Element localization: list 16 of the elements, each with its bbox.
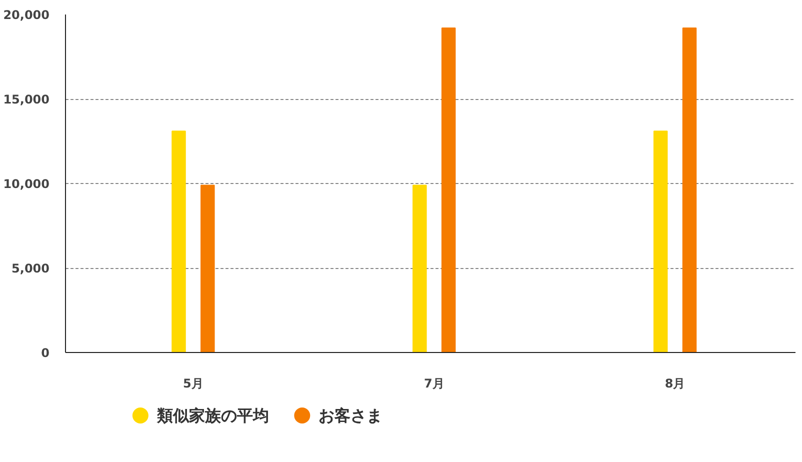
bar bbox=[682, 28, 697, 352]
y-tick-label: 0 bbox=[41, 346, 50, 360]
legend-label: お客さま bbox=[318, 406, 383, 425]
bar bbox=[200, 184, 215, 352]
y-tick-label: 15,000 bbox=[3, 92, 50, 106]
y-tick-label: 10,000 bbox=[3, 177, 50, 191]
bar bbox=[441, 28, 456, 352]
bar bbox=[172, 130, 186, 352]
x-tick-label: 7月 bbox=[424, 376, 444, 390]
legend-label: 類似家族の平均 bbox=[156, 406, 269, 425]
bar bbox=[412, 184, 427, 352]
bar bbox=[653, 130, 668, 352]
x-tick-label: 8月 bbox=[664, 376, 686, 390]
y-tick-label: 20,000 bbox=[3, 8, 50, 22]
x-tick-label: 5月 bbox=[183, 376, 204, 390]
y-tick-label: 5,000 bbox=[12, 262, 50, 276]
